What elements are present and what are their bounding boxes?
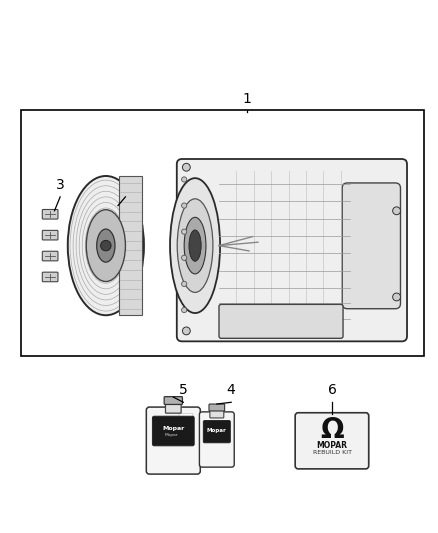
FancyBboxPatch shape: [42, 230, 58, 240]
Circle shape: [183, 327, 190, 335]
Bar: [21, 110, 424, 356]
Circle shape: [392, 293, 400, 301]
FancyBboxPatch shape: [203, 421, 230, 443]
Circle shape: [182, 255, 187, 261]
FancyBboxPatch shape: [42, 251, 58, 261]
Circle shape: [183, 163, 190, 171]
FancyBboxPatch shape: [179, 414, 193, 430]
FancyBboxPatch shape: [166, 401, 181, 413]
Text: Mopar: Mopar: [207, 427, 227, 433]
FancyBboxPatch shape: [295, 413, 369, 469]
Text: 2: 2: [121, 177, 130, 192]
Ellipse shape: [190, 233, 200, 257]
FancyBboxPatch shape: [164, 397, 183, 405]
FancyBboxPatch shape: [219, 304, 343, 338]
Circle shape: [392, 207, 400, 215]
Circle shape: [182, 229, 187, 235]
Circle shape: [182, 177, 187, 182]
Text: MOPAR: MOPAR: [317, 441, 348, 450]
FancyBboxPatch shape: [199, 412, 234, 467]
Ellipse shape: [97, 229, 115, 262]
FancyBboxPatch shape: [152, 416, 194, 446]
FancyBboxPatch shape: [42, 209, 58, 219]
Ellipse shape: [184, 217, 206, 274]
Text: 3: 3: [56, 177, 64, 192]
Ellipse shape: [177, 199, 213, 293]
FancyBboxPatch shape: [342, 183, 400, 309]
Text: Mopar: Mopar: [164, 433, 178, 438]
FancyBboxPatch shape: [42, 272, 58, 282]
FancyBboxPatch shape: [209, 404, 225, 411]
Text: 5: 5: [179, 383, 188, 397]
FancyBboxPatch shape: [298, 413, 369, 466]
Text: 6: 6: [328, 383, 336, 397]
Text: 4: 4: [227, 383, 236, 397]
Text: REBUILD KIT: REBUILD KIT: [313, 450, 352, 455]
FancyBboxPatch shape: [146, 407, 200, 474]
Circle shape: [182, 203, 187, 208]
Text: Mopar: Mopar: [162, 426, 184, 431]
Circle shape: [101, 240, 111, 251]
Ellipse shape: [68, 176, 144, 315]
Ellipse shape: [170, 178, 220, 313]
Text: 1: 1: [243, 92, 252, 107]
Circle shape: [182, 281, 187, 287]
Circle shape: [182, 308, 187, 313]
Bar: [119, 176, 141, 315]
FancyBboxPatch shape: [210, 408, 224, 418]
Ellipse shape: [189, 230, 201, 261]
Ellipse shape: [86, 209, 125, 281]
Text: Ω: Ω: [320, 416, 344, 444]
FancyBboxPatch shape: [177, 159, 407, 341]
FancyBboxPatch shape: [176, 408, 197, 434]
